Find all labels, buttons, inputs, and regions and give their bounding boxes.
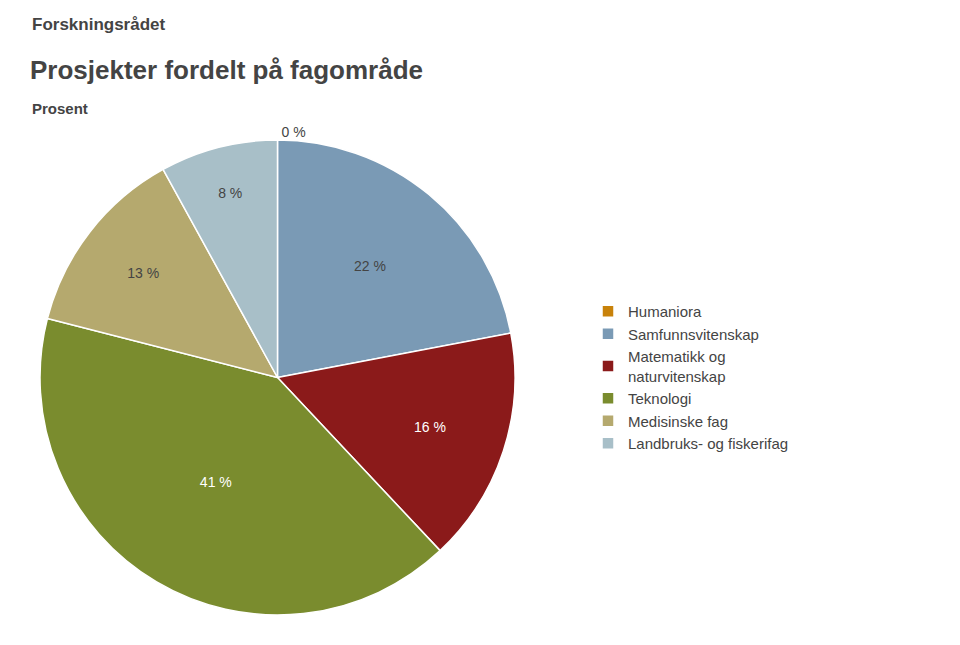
svg-text:Medisinske fag: Medisinske fag: [628, 413, 728, 430]
svg-text:Matematikk ognaturvitenskap: Matematikk ognaturvitenskap: [628, 348, 726, 385]
svg-text:Humaniora: Humaniora: [628, 303, 702, 320]
svg-text:16 %: 16 %: [414, 419, 446, 435]
svg-text:Landbruks- og fiskerifag: Landbruks- og fiskerifag: [628, 435, 788, 452]
svg-text:41 %: 41 %: [200, 474, 232, 490]
svg-text:8 %: 8 %: [218, 185, 242, 201]
svg-text:Prosjekter fordelt på fagområd: Prosjekter fordelt på fagområde: [30, 55, 423, 85]
svg-text:Prosent: Prosent: [32, 100, 88, 117]
svg-text:22 %: 22 %: [354, 258, 386, 274]
svg-text:Forskningsrådet: Forskningsrådet: [32, 15, 166, 34]
svg-text:0 %: 0 %: [282, 124, 306, 140]
svg-text:Teknologi: Teknologi: [628, 390, 691, 407]
svg-text:13 %: 13 %: [127, 265, 159, 281]
svg-text:Samfunnsvitenskap: Samfunnsvitenskap: [628, 326, 759, 343]
